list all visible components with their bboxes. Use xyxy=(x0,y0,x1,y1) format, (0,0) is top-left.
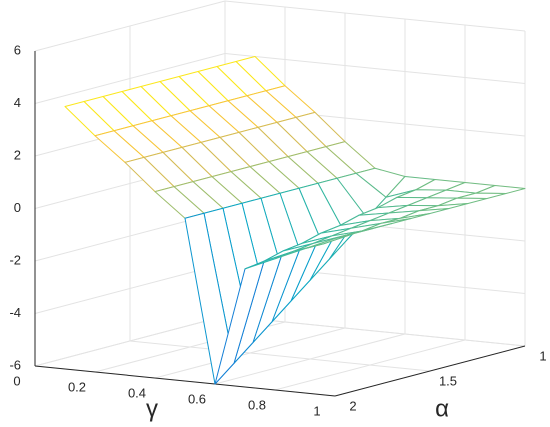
grid-line xyxy=(129,340,431,372)
grid-line xyxy=(34,315,226,367)
z-tick-label: -4 xyxy=(9,305,21,320)
z-tick-label: 2 xyxy=(14,147,21,162)
grid-line xyxy=(34,263,226,314)
x-tick-label: 0.8 xyxy=(248,397,266,412)
z-tick-label: -6 xyxy=(9,357,21,372)
z-tick-label: -2 xyxy=(9,252,21,267)
y-tick-label: 1 xyxy=(539,348,546,363)
axes: 0 0.2 0.4 0.6 0.8 1 1 1.5 2 -6 -4 -2 0 2 4 6 xyxy=(9,42,546,418)
x-tick-label: 0.4 xyxy=(128,385,146,400)
z-tick-label: 4 xyxy=(14,95,21,110)
x-axis xyxy=(34,365,336,397)
grid-line xyxy=(34,53,226,104)
grid-line xyxy=(34,0,226,52)
grid-line xyxy=(224,315,526,347)
y-tick-label: 1.5 xyxy=(439,373,457,388)
x-tick-label: 0 xyxy=(13,373,20,388)
grid-line xyxy=(224,0,526,32)
y-axis xyxy=(334,345,526,397)
z-tick-label: 6 xyxy=(14,42,21,57)
x-tick-label: 1 xyxy=(313,403,320,418)
mesh xyxy=(64,56,526,385)
x-tick-label: 0.2 xyxy=(68,379,86,394)
x-axis-label: γ xyxy=(146,395,158,422)
z-tick-label: 0 xyxy=(14,200,21,215)
y-tick-label: 2 xyxy=(349,398,356,413)
mesh-face xyxy=(304,233,355,250)
x-tick-label: 0.6 xyxy=(188,391,206,406)
grid-line xyxy=(224,53,526,84)
y-axis-label: α xyxy=(435,395,449,422)
